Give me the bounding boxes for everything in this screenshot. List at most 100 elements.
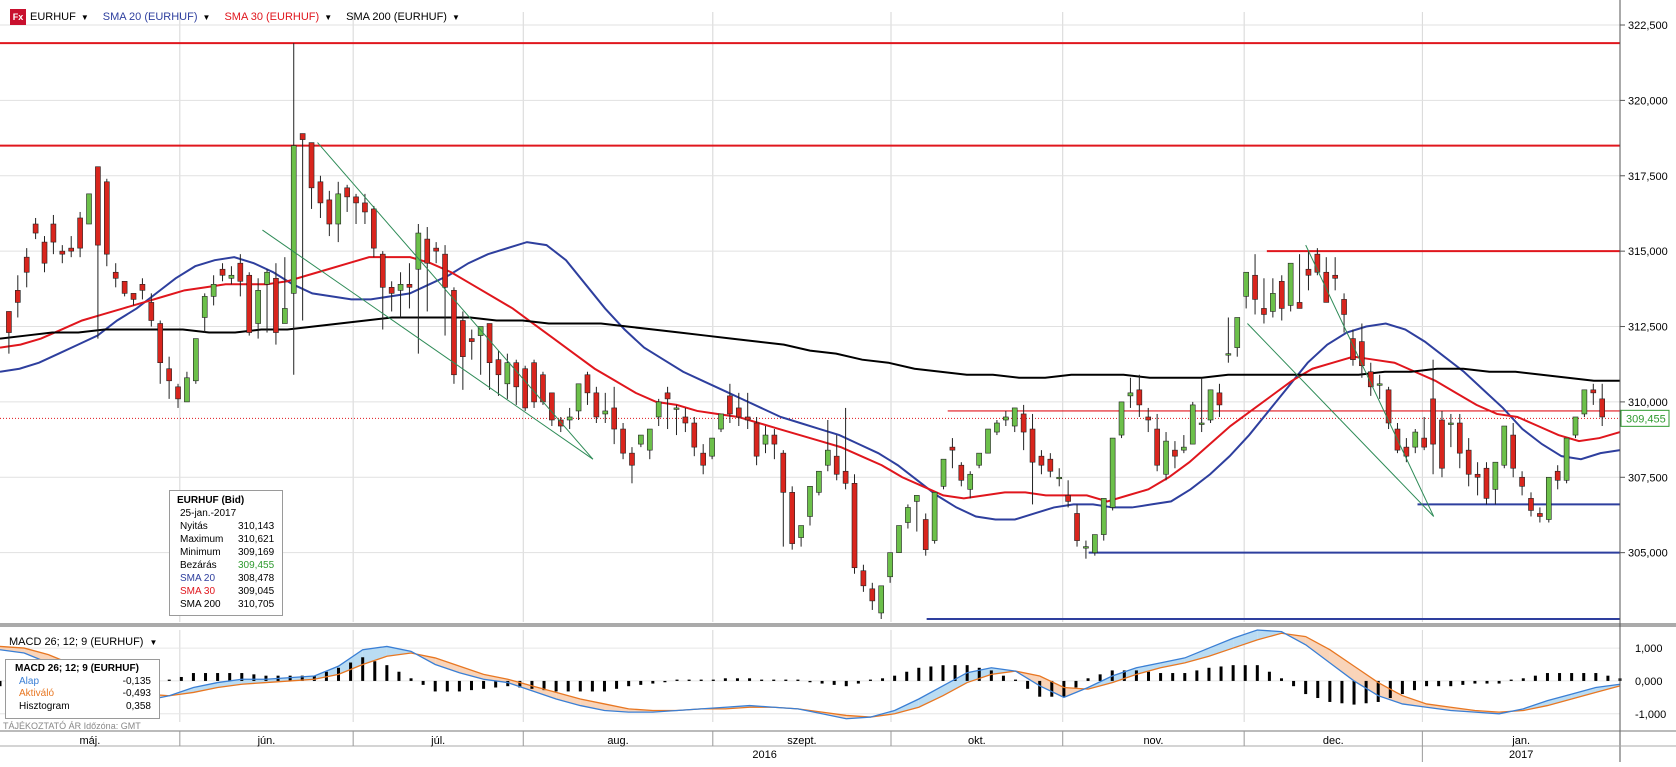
macd-fill [459, 666, 484, 680]
macd-histogram-bar [421, 680, 425, 685]
trend-channels [262, 142, 1435, 517]
candle-body [166, 368, 172, 382]
indicator-sma20-selector[interactable]: SMA 20 (EURHUF) ▼ [103, 11, 211, 23]
candle-body [495, 359, 502, 376]
info-label: Maximum [180, 534, 224, 545]
year-tick-label: 2017 [1509, 749, 1533, 761]
macd-histogram-bar [191, 673, 195, 681]
macd-histogram-bar [953, 665, 957, 681]
month-tick-label: máj. [80, 735, 101, 747]
candle-body [860, 570, 867, 587]
macd-histogram-bar [893, 675, 897, 681]
macd-histogram-bar [1134, 670, 1138, 681]
macd-histogram-bar [796, 679, 800, 681]
candle-body [673, 407, 680, 410]
candle-body [15, 290, 21, 303]
macd-histogram-bar [1376, 680, 1380, 702]
candle-body [157, 323, 164, 364]
candle-body [95, 166, 101, 246]
candle-body [700, 452, 706, 466]
candle-body [1510, 434, 1516, 469]
instrument-label: EURHUF [30, 11, 76, 23]
macd-row-signal: Aktiváló -0,493 [6, 688, 159, 701]
candle-body [1448, 422, 1454, 425]
indicator-sma200-label: SMA 200 (EURHUF) [346, 11, 447, 23]
instrument-selector[interactable]: EURHUF ▼ [30, 11, 89, 23]
candle-body [994, 422, 1000, 433]
candle-body [1545, 476, 1552, 520]
month-tick-label: nov. [1143, 735, 1163, 747]
candle-body [682, 416, 689, 424]
candle-body [371, 208, 377, 249]
info-label: Bezárás [180, 560, 217, 571]
candle-body [32, 223, 39, 234]
candle-body [175, 386, 181, 400]
indicator-sma200-selector[interactable]: SMA 200 (EURHUF) ▼ [346, 11, 460, 23]
macd-fill [193, 682, 218, 693]
candle-body [273, 277, 279, 333]
macd-tick-label: 1,000 [1635, 643, 1663, 655]
candle-body [504, 362, 511, 385]
moving-averages [0, 241, 1621, 521]
candle-body [1092, 534, 1098, 553]
candle-body [1029, 428, 1036, 463]
macd-value: -0,135 [122, 675, 151, 687]
macd-histogram-bar [735, 678, 739, 681]
macd-histogram-bar [1219, 666, 1223, 681]
macd-histogram-bar [856, 680, 860, 684]
candle-body [228, 274, 235, 279]
candle-body [540, 374, 546, 403]
macd-label: Hisztogram [19, 700, 70, 712]
candle-body [1456, 422, 1463, 454]
sma-line [0, 241, 1621, 521]
candle-body [1270, 293, 1276, 312]
macd-histogram-bar [1570, 673, 1574, 681]
macd-histogram-bar [542, 680, 546, 691]
macd-value: -0,493 [122, 688, 151, 699]
candle-body [1278, 280, 1285, 309]
candle-body [780, 452, 787, 493]
candle-body [967, 473, 974, 490]
candle-body [1483, 467, 1490, 499]
candle-body [362, 202, 368, 213]
candle-body [664, 392, 671, 400]
candle-body [246, 274, 253, 333]
candle-body [762, 434, 769, 445]
macd-histogram-bar [554, 680, 558, 692]
candle-body [798, 525, 804, 538]
macd-histogram-bar [1026, 680, 1030, 689]
price-tick-label: 320,000 [1628, 95, 1668, 107]
year-tick-label: 2016 [752, 749, 776, 761]
info-value: 309,455 [238, 560, 275, 571]
macd-histogram-bar [373, 661, 377, 681]
candle-body [1198, 422, 1205, 425]
candle-body [869, 588, 876, 602]
trend-channel-line [1305, 244, 1435, 517]
candle-body [148, 302, 155, 321]
macd-histogram-bar [1183, 673, 1187, 681]
month-tick-label: okt. [968, 735, 986, 747]
candle-body [771, 434, 778, 445]
macd-label: Alap [19, 675, 40, 687]
info-value: 310,621 [238, 534, 275, 545]
macd-histogram-bar [457, 680, 461, 692]
macd-histogram-bar [868, 679, 872, 681]
candle-body [112, 271, 119, 279]
macd-tick-label: -1,000 [1635, 709, 1666, 721]
macd-histogram-bar [167, 679, 171, 681]
info-label: SMA 20 [180, 573, 216, 584]
price-tick-label: 307,500 [1628, 472, 1668, 484]
candle-body [531, 362, 537, 403]
candle-body [549, 392, 555, 421]
macd-indicator-selector[interactable]: MACD 26; 12; 9 (EURHUF) ▼ [9, 636, 157, 648]
candle-body [41, 241, 48, 264]
candle-body [1252, 274, 1258, 300]
candle-body [1127, 392, 1134, 397]
price-tick-label: 315,000 [1628, 246, 1668, 258]
candle-body [629, 452, 635, 466]
sma-line [0, 256, 1621, 503]
candle-body [460, 320, 466, 357]
macd-histogram-bar [881, 678, 885, 681]
indicator-sma30-selector[interactable]: SMA 30 (EURHUF) ▼ [224, 11, 332, 23]
